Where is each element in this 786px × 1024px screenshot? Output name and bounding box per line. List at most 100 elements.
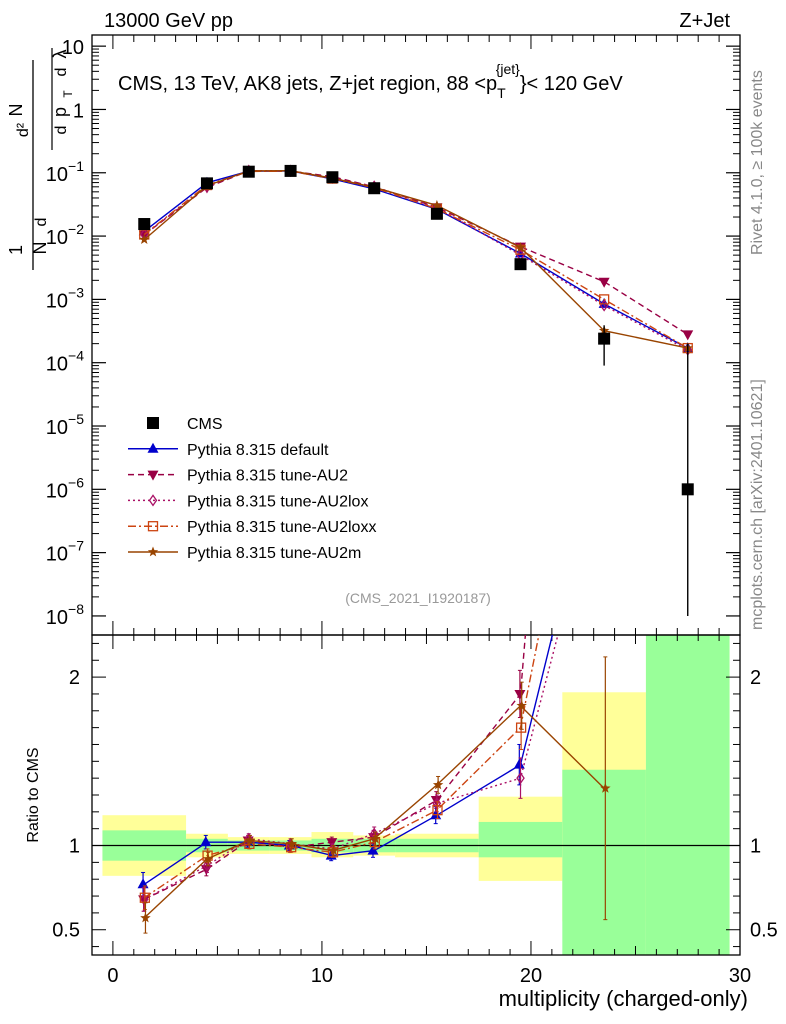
x-axis-label: multiplicity (charged-only) bbox=[499, 986, 748, 1011]
x-tick-label: 0 bbox=[107, 965, 118, 987]
ratio-point bbox=[597, 418, 608, 428]
legend-marker bbox=[147, 470, 159, 481]
y-label-outer-num: 1 bbox=[6, 245, 26, 255]
rivet-version-label: Rivet 4.1.0, ≥ 100k events bbox=[749, 70, 766, 255]
y-tick-label: 10−8 bbox=[46, 601, 84, 629]
main-y-label: 1 N d d² N d p T d λ bbox=[6, 48, 75, 270]
y-tick-label: 10−7 bbox=[46, 538, 84, 566]
data-point bbox=[138, 218, 151, 231]
ratio-series-group bbox=[137, 418, 611, 934]
ratio-axes: 0 10 20 30 0.5 0.5 1 1 2 2 bbox=[52, 635, 778, 987]
legend-item: Pythia 8.315 tune-AU2loxx bbox=[128, 519, 376, 536]
main-series-group bbox=[138, 164, 694, 616]
data-point bbox=[598, 294, 610, 305]
ratio-point bbox=[139, 892, 151, 903]
ratio-y-tick-label-right: 0.5 bbox=[750, 920, 778, 942]
legend-item: CMS bbox=[147, 416, 223, 433]
legend-label: Pythia 8.315 tune-AU2 bbox=[187, 468, 348, 485]
legend-label: Pythia 8.315 tune-AU2loxx bbox=[187, 519, 376, 536]
legend-marker bbox=[147, 417, 159, 429]
y-label-inner-den: p bbox=[50, 107, 70, 117]
ratio-point bbox=[516, 772, 525, 785]
ratio-point bbox=[328, 845, 339, 855]
series-pythia-8-315-default bbox=[138, 164, 694, 353]
svg-text:d²: d² bbox=[15, 122, 32, 137]
ratio-point bbox=[370, 833, 381, 844]
y-tick-label: 10−1 bbox=[46, 158, 84, 186]
series-line bbox=[143, 169, 688, 349]
data-point bbox=[515, 242, 526, 252]
legend: CMS Pythia 8.315 default Pythia 8.315 tune… bbox=[128, 416, 376, 562]
main-y-axis: 10−8 10−7 10−6 10−5 10−4 10−3 10−2 10−1 1 10 bbox=[46, 35, 741, 635]
inner-band-8 bbox=[562, 769, 646, 955]
ratio-y-tick-label: 0.5 bbox=[52, 920, 80, 942]
data-point bbox=[368, 182, 381, 195]
ratio-y-tick-label-right: 1 bbox=[750, 836, 761, 858]
ratio-point bbox=[286, 838, 297, 849]
y-label-lambda: λ bbox=[50, 50, 70, 59]
y-tick-label: 10 bbox=[62, 37, 84, 59]
plot-title: CMS, 13 TeV, AK8 jets, Z+jet region, 88 … bbox=[118, 61, 623, 101]
series-pythia-8-315-tune-au2loxx bbox=[139, 166, 693, 354]
y-tick-label: 10−3 bbox=[46, 284, 84, 312]
data-point bbox=[430, 207, 443, 220]
legend-item: Pythia 8.315 default bbox=[128, 442, 329, 459]
mcplots-label: mcplots.cern.ch [arXiv:2401.10621] bbox=[749, 379, 766, 630]
ratio-point bbox=[600, 782, 611, 793]
ratio-point bbox=[432, 805, 443, 816]
ratio-point bbox=[432, 779, 444, 790]
ratio-y-label: Ratio to CMS bbox=[25, 747, 42, 842]
data-point bbox=[139, 234, 150, 244]
data-point bbox=[431, 199, 443, 210]
y-tick-label: 10−6 bbox=[46, 474, 84, 502]
series-line bbox=[143, 170, 689, 335]
data-point bbox=[682, 330, 694, 341]
ratio-point bbox=[513, 758, 525, 769]
svg-text:d: d bbox=[33, 218, 50, 227]
ratio-point bbox=[140, 912, 151, 923]
legend-label: CMS bbox=[187, 416, 223, 433]
series-cms bbox=[138, 164, 694, 616]
y-label-inner-num: N bbox=[6, 104, 26, 117]
x-tick-label: 20 bbox=[520, 965, 542, 987]
series-line bbox=[143, 170, 689, 349]
ratio-point bbox=[516, 700, 527, 711]
data-point bbox=[598, 277, 610, 288]
legend-item: Pythia 8.315 tune-AU2lox bbox=[128, 493, 368, 510]
svg-text:d: d bbox=[53, 126, 70, 135]
ratio-y-tick-label: 1 bbox=[69, 836, 80, 858]
legend-label: Pythia 8.315 default bbox=[187, 442, 329, 459]
inner-band-9 bbox=[645, 635, 730, 955]
legend-label: Pythia 8.315 tune-AU2m bbox=[187, 545, 361, 562]
energy-label: 13000 GeV pp bbox=[104, 10, 233, 32]
svg-text:d: d bbox=[53, 68, 70, 77]
analysis-tag: (CMS_2021_I1920187) bbox=[345, 590, 491, 606]
series-pythia-8-315-tune-au2m bbox=[139, 165, 693, 353]
legend-label: Pythia 8.315 tune-AU2lox bbox=[187, 493, 368, 510]
series-pythia-8-315-tune-au2lox bbox=[139, 164, 693, 356]
svg-text:T: T bbox=[61, 90, 75, 98]
data-point bbox=[200, 177, 213, 190]
legend-marker bbox=[147, 521, 159, 532]
data-point bbox=[242, 165, 255, 178]
series-line bbox=[143, 169, 689, 351]
y-tick-label: 10−2 bbox=[46, 221, 84, 249]
legend-marker bbox=[147, 546, 159, 557]
ratio-point bbox=[514, 689, 526, 700]
x-tick-label: 10 bbox=[311, 965, 333, 987]
legend-item: Pythia 8.315 tune-AU2 bbox=[128, 468, 348, 485]
y-tick-label: 10−4 bbox=[46, 348, 84, 376]
data-point bbox=[598, 332, 611, 345]
ratio-point bbox=[244, 835, 256, 845]
process-label: Z+Jet bbox=[679, 10, 730, 32]
data-point bbox=[284, 164, 297, 177]
ratio-point bbox=[202, 859, 212, 872]
series-line bbox=[143, 170, 689, 349]
ratio-point bbox=[367, 844, 379, 855]
series-pythia-8-315-tune-au2 bbox=[138, 166, 694, 341]
ratio-point bbox=[200, 836, 212, 847]
y-tick-label: 1 bbox=[73, 100, 84, 122]
ratio-series-pythia-8-315-tune-au2m bbox=[140, 656, 611, 934]
ratio-point bbox=[202, 853, 214, 864]
